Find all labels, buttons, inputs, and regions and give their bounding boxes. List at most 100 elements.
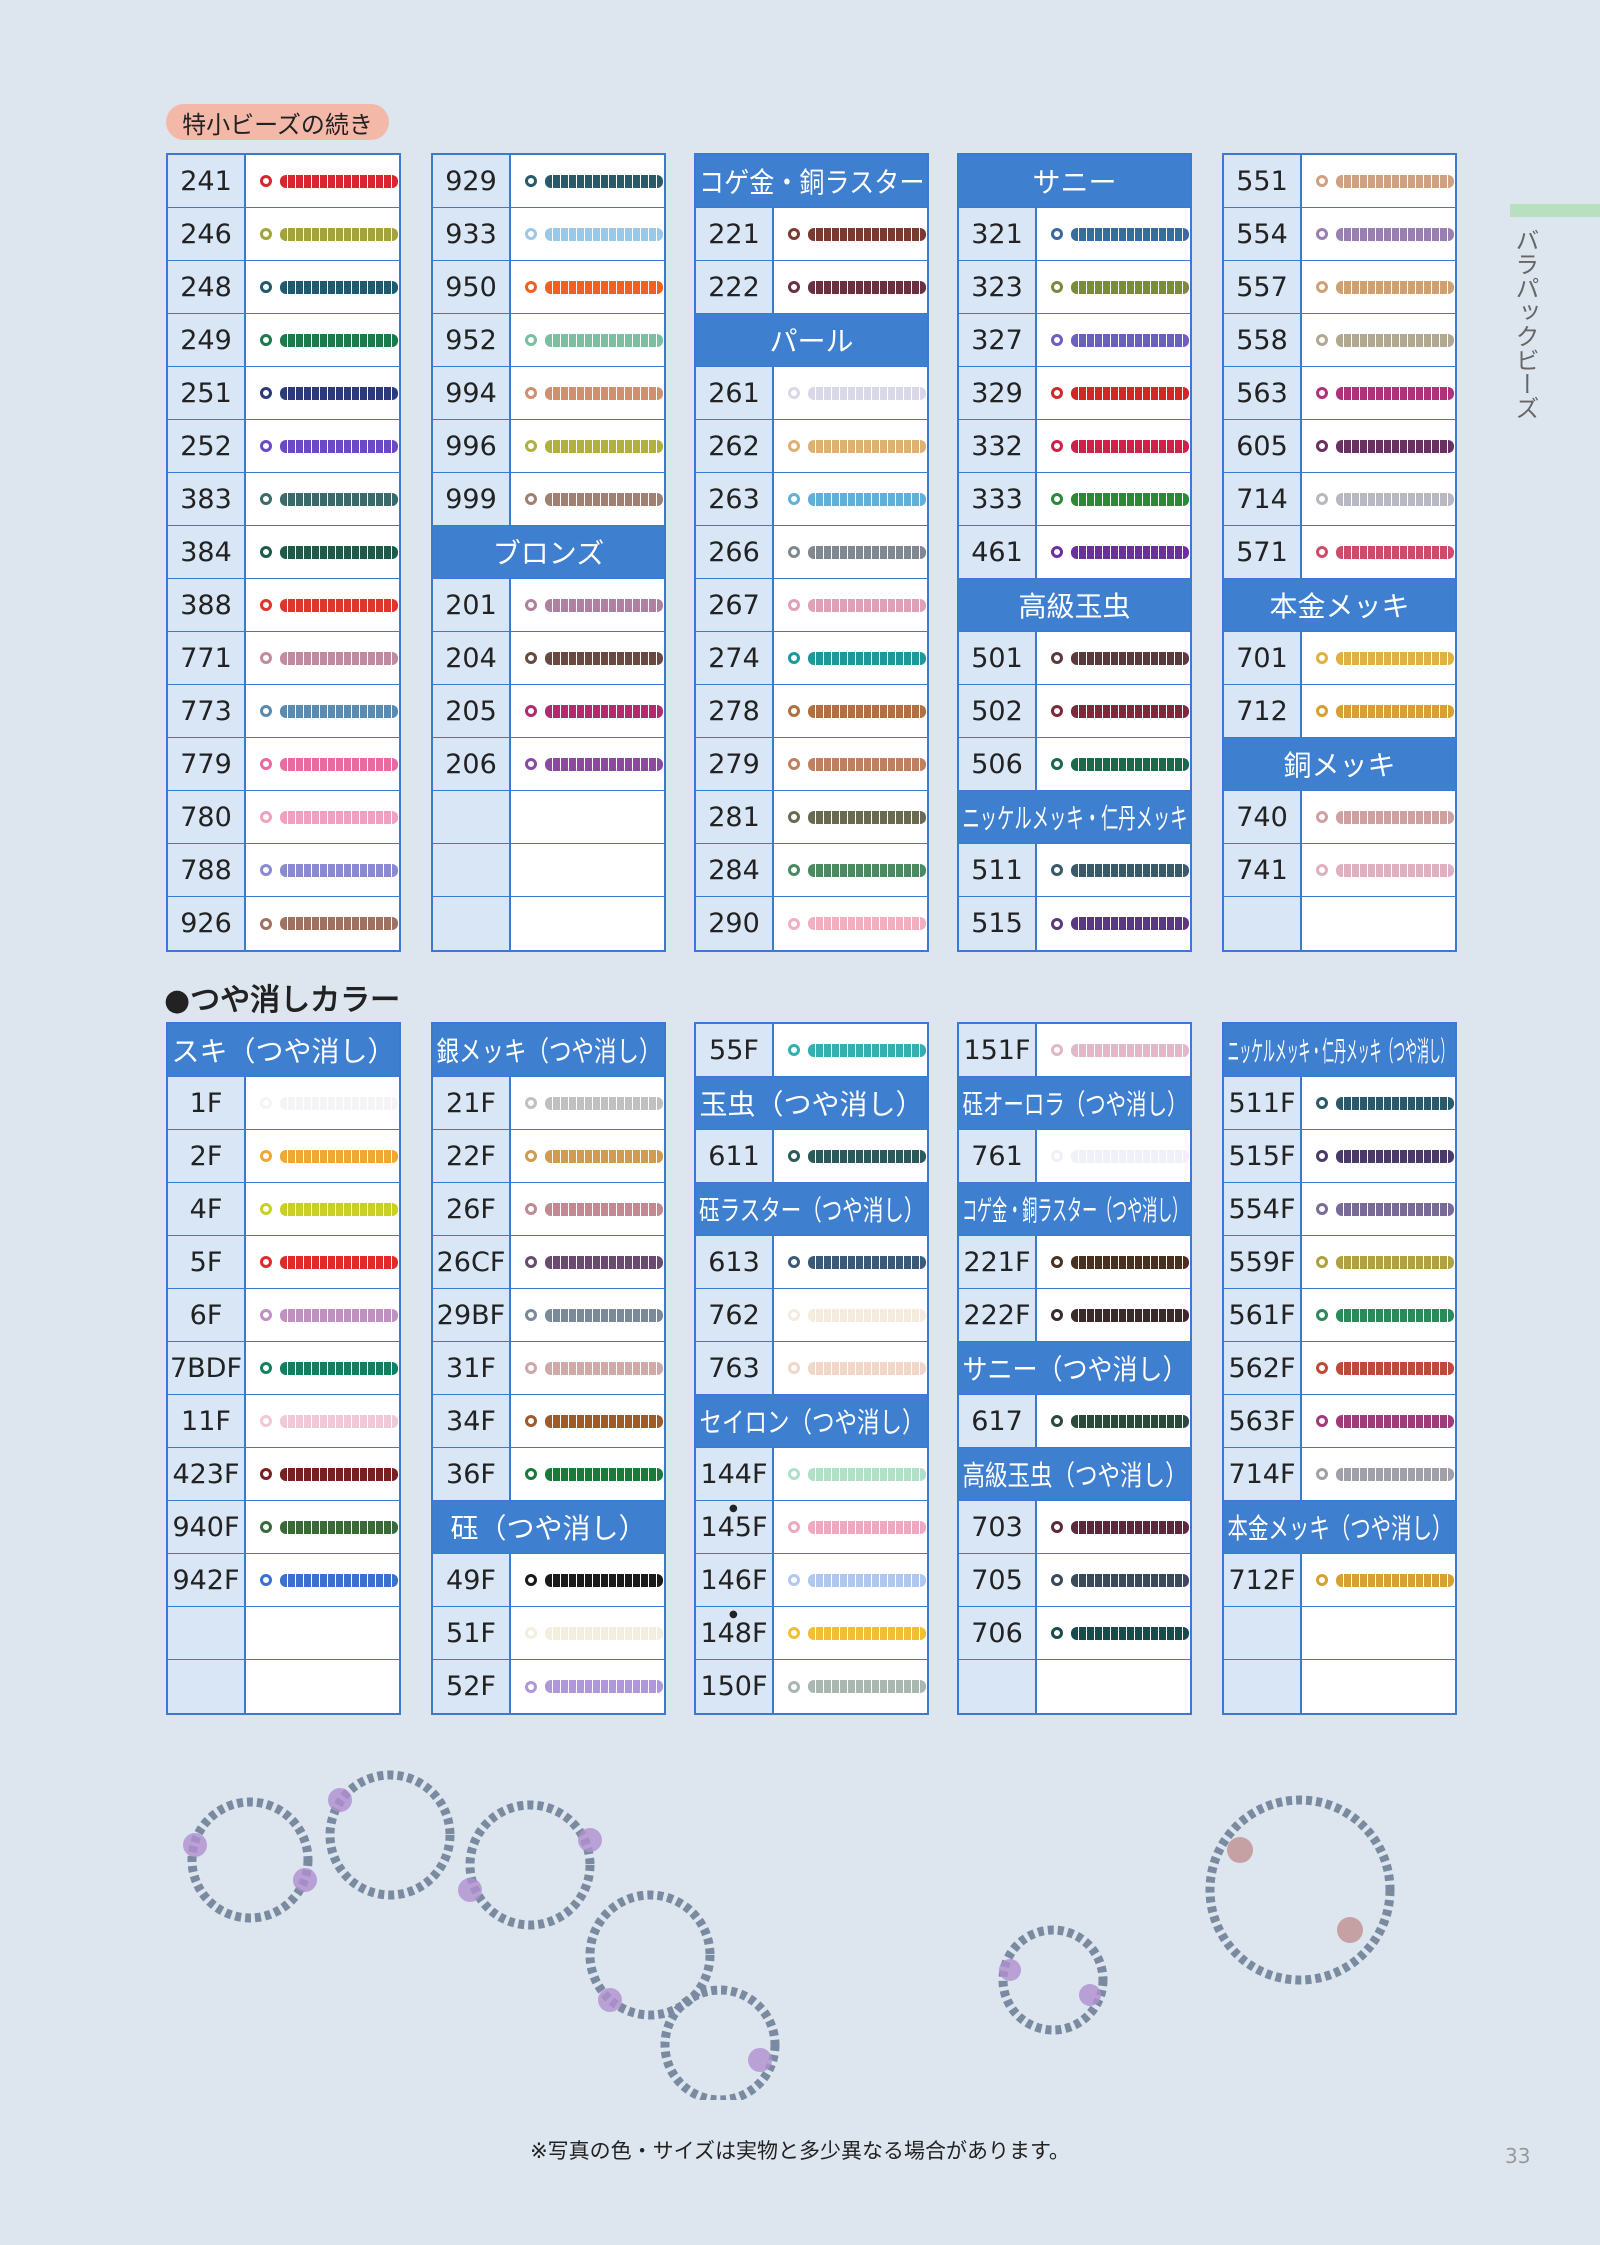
code-cell: 263 xyxy=(696,473,774,525)
code: 994 xyxy=(445,377,497,409)
bead-ring xyxy=(788,1521,800,1533)
code: 278 xyxy=(708,695,760,727)
row: 281 xyxy=(696,791,927,844)
code-cell: 712F xyxy=(1224,1554,1302,1606)
code: 771 xyxy=(180,642,232,674)
bead-strip xyxy=(545,1149,663,1163)
code: 146F xyxy=(700,1564,768,1596)
row: パール xyxy=(696,314,927,367)
code-cell: 571 xyxy=(1224,526,1302,578)
code-cell: 2F xyxy=(168,1130,246,1182)
code-cell: 251 xyxy=(168,367,246,419)
code: 617 xyxy=(971,1405,1023,1437)
bead-ring xyxy=(525,1256,537,1268)
bead-ring xyxy=(260,228,272,240)
row: 714F xyxy=(1224,1448,1455,1501)
bead-strip xyxy=(280,386,398,400)
bead-cell xyxy=(1037,526,1190,578)
row: 21F xyxy=(433,1077,664,1130)
bead-strip xyxy=(1336,1414,1454,1428)
bead-cell xyxy=(246,314,399,366)
row: 砡ラスター（つや消し） xyxy=(696,1183,927,1236)
group-header-text: 銀メッキ（つや消し） xyxy=(436,1035,662,1068)
code-cell: 605 xyxy=(1224,420,1302,472)
bead-ring xyxy=(1051,1256,1063,1268)
bead-cell xyxy=(774,791,927,843)
code: 4F xyxy=(189,1193,223,1225)
code-cell: 994 xyxy=(433,367,511,419)
bead-ring xyxy=(1316,175,1328,187)
bead-strip xyxy=(545,174,663,188)
bead-cell xyxy=(1302,261,1455,313)
bead-ring xyxy=(788,1044,800,1056)
bead-ring xyxy=(1051,281,1063,293)
group-header: パール xyxy=(696,314,927,366)
bead-strip xyxy=(1336,386,1454,400)
row: 501 xyxy=(959,632,1190,685)
code-cell: 952 xyxy=(433,314,511,366)
code-cell: 26CF xyxy=(433,1236,511,1288)
code-cell: 1F xyxy=(168,1077,246,1129)
bead-ring xyxy=(788,705,800,717)
bead-cell xyxy=(774,1554,927,1606)
row: 996 xyxy=(433,420,664,473)
bead-strip xyxy=(545,333,663,347)
bead-cell xyxy=(1302,208,1455,260)
bead-ring xyxy=(1051,1521,1063,1533)
code-cell: 613 xyxy=(696,1236,774,1288)
bead-strip xyxy=(545,386,663,400)
code: 26F xyxy=(446,1193,496,1225)
row: 26F xyxy=(433,1183,664,1236)
code-cell: 206 xyxy=(433,738,511,790)
bead-cell xyxy=(774,685,927,737)
column: 551 554 557 558 563 605 714 571 本金メッキ 701 712 銅メッキ 7… xyxy=(1222,153,1457,952)
row: 1F xyxy=(168,1077,399,1130)
code-cell: 262 xyxy=(696,420,774,472)
code: 605 xyxy=(1236,430,1288,462)
code: 145F xyxy=(700,1511,768,1543)
code-cell: 205 xyxy=(433,685,511,737)
bead-cell xyxy=(1302,1395,1455,1447)
row: 5F xyxy=(168,1236,399,1289)
group-header-text: 玉虫（つや消し） xyxy=(699,1088,924,1121)
bead-cell xyxy=(246,1183,399,1235)
bead-strip xyxy=(808,598,926,612)
bead-strip xyxy=(1071,1043,1189,1057)
bead-strip xyxy=(808,545,926,559)
row xyxy=(168,1660,399,1713)
group-header: 砡オーロラ（つや消し） xyxy=(959,1077,1190,1129)
bead-cell xyxy=(246,420,399,472)
code: 563F xyxy=(1228,1405,1296,1437)
code-cell: 221F xyxy=(959,1236,1037,1288)
row: 砡（つや消し） xyxy=(433,1501,664,1554)
bead-cell xyxy=(774,897,927,950)
bead-ring xyxy=(1316,334,1328,346)
group-header-text: 砡オーロラ（つや消し） xyxy=(962,1088,1188,1121)
code: 501 xyxy=(971,642,1023,674)
group-header-text: セイロン（つや消し） xyxy=(699,1406,925,1439)
group-header: ニッケルメッキ・仁丹メッキ（つや消し） xyxy=(1224,1024,1455,1076)
bead-cell xyxy=(246,1130,399,1182)
bead-ring xyxy=(788,1574,800,1586)
code-cell: 204 xyxy=(433,632,511,684)
bead-cell xyxy=(774,1236,927,1288)
row: 461 xyxy=(959,526,1190,579)
row: 221 xyxy=(696,208,927,261)
bead-ring xyxy=(525,1574,537,1586)
bead-strip xyxy=(545,492,663,506)
code-cell: 321 xyxy=(959,208,1037,260)
code-cell: 7BDF xyxy=(168,1342,246,1394)
section-title: ●つや消しカラー xyxy=(164,983,401,1018)
bead-cell xyxy=(1302,1236,1455,1288)
code-cell: 22F xyxy=(433,1130,511,1182)
group-header: 本金メッキ xyxy=(1224,579,1455,631)
bead-cell xyxy=(1302,1077,1455,1129)
code-cell: 551 xyxy=(1224,155,1302,207)
code: 262 xyxy=(708,430,760,462)
bead-strip xyxy=(1336,1573,1454,1587)
bead-strip xyxy=(545,1096,663,1110)
row: ● 148F xyxy=(696,1607,927,1660)
row: 712 xyxy=(1224,685,1455,738)
code-cell: 281 xyxy=(696,791,774,843)
code-cell: ● 148F xyxy=(696,1607,774,1659)
